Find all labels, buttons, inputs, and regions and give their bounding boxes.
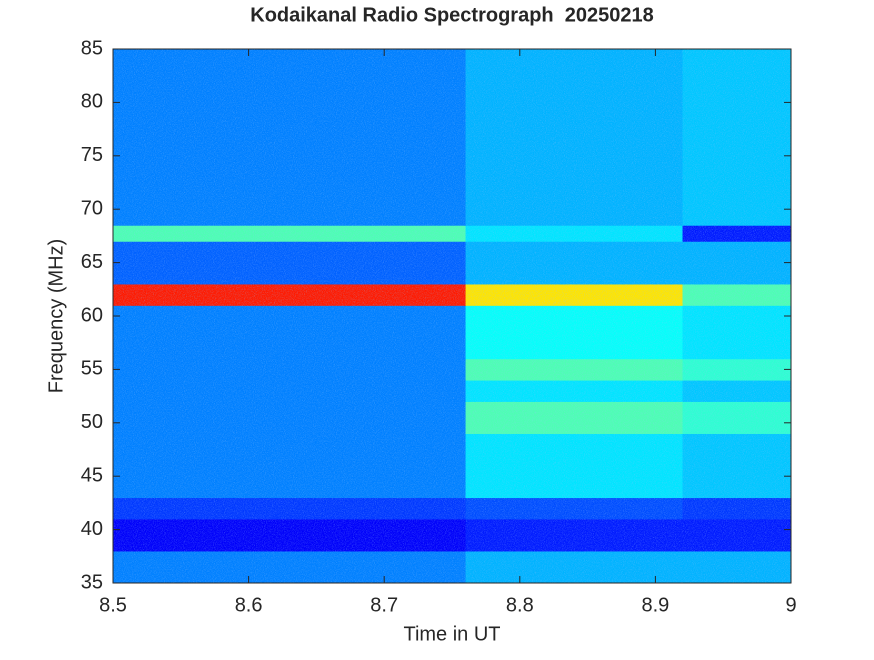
x-tick-label: 9 <box>785 594 796 616</box>
x-axis-label: Time in UT <box>403 623 500 645</box>
y-tick-label: 50 <box>81 411 103 433</box>
y-tick-label: 60 <box>81 304 103 326</box>
y-tick-label: 65 <box>81 251 103 273</box>
y-tick-label: 45 <box>81 464 103 486</box>
y-tick-label: 80 <box>81 91 103 113</box>
x-tick-label: 8.8 <box>506 594 534 616</box>
y-tick-label: 35 <box>81 571 103 593</box>
x-tick-label: 8.6 <box>235 594 263 616</box>
y-tick-label: 85 <box>81 37 103 59</box>
y-tick-label: 55 <box>81 358 103 380</box>
x-tick-label: 8.7 <box>370 594 398 616</box>
y-axis-label: Frequency (MHz) <box>45 239 67 393</box>
x-tick-label: 8.9 <box>641 594 669 616</box>
noise-texture <box>113 49 791 583</box>
y-tick-label: 40 <box>81 518 103 540</box>
y-tick-label: 75 <box>81 144 103 166</box>
chart-title: Kodaikanal Radio Spectrograph 20250218 <box>250 4 654 26</box>
x-tick-label: 8.5 <box>99 594 127 616</box>
y-tick-label: 70 <box>81 197 103 219</box>
